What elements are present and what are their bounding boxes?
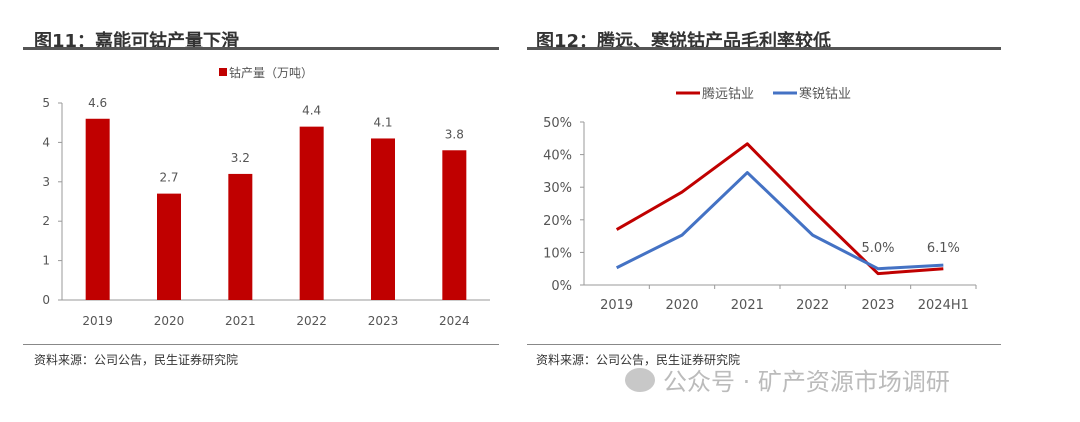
bar bbox=[157, 193, 181, 300]
right-source: 资料来源：公司公告，民生证券研究院 bbox=[536, 353, 741, 367]
series-line-1 bbox=[615, 142, 944, 276]
data-annotation: 5.0% bbox=[861, 241, 894, 256]
x-tick-label: 2019 bbox=[600, 298, 633, 313]
left-chart-title: 图11：嘉能可钴产量下滑 bbox=[34, 31, 240, 52]
legend-label: 腾远钴业 bbox=[702, 86, 754, 102]
x-tick-label: 2020 bbox=[154, 314, 185, 328]
bar bbox=[85, 118, 110, 300]
bar-data-label: 2.7 bbox=[159, 171, 178, 185]
left-source: 资料来源：公司公告，民生证券研究院 bbox=[34, 353, 239, 367]
bar bbox=[228, 173, 253, 300]
y-tick-label: 1 bbox=[42, 254, 50, 268]
right-title-rule bbox=[527, 47, 1001, 50]
x-tick-label: 2024H1 bbox=[918, 298, 969, 313]
x-tick-label: 2023 bbox=[861, 298, 894, 313]
bar bbox=[371, 138, 395, 300]
bar-data-label: 3.8 bbox=[445, 127, 464, 141]
y-tick-label: 2 bbox=[42, 214, 50, 228]
y-tick-label: 3 bbox=[42, 175, 50, 189]
bar bbox=[299, 126, 324, 300]
bar-data-label: 4.4 bbox=[302, 104, 321, 118]
bar-data-label: 4.6 bbox=[88, 96, 107, 110]
y-tick-label: 4 bbox=[42, 135, 50, 149]
y-tick-label: 30% bbox=[543, 181, 572, 196]
x-tick-label: 2024 bbox=[439, 314, 470, 328]
x-tick-label: 2022 bbox=[796, 298, 829, 313]
watermark-text: 公众号 · 矿产资源市场调研 bbox=[663, 368, 950, 396]
x-tick-label: 2022 bbox=[296, 314, 327, 328]
y-tick-label: 5 bbox=[42, 96, 50, 110]
series-line-2 bbox=[615, 171, 944, 271]
x-tick-label: 2020 bbox=[665, 298, 698, 313]
legend-swatch bbox=[219, 68, 227, 76]
bar-data-label: 3.2 bbox=[231, 151, 250, 165]
legend-label: 寒锐钴业 bbox=[799, 86, 851, 102]
legend-label: 钴产量（万吨） bbox=[229, 65, 313, 80]
y-tick-label: 0% bbox=[551, 279, 572, 294]
right-chart-title: 图12：腾远、寒锐钴产品毛利率较低 bbox=[536, 31, 832, 52]
bar bbox=[442, 150, 467, 300]
y-tick-label: 10% bbox=[543, 246, 572, 261]
x-tick-label: 2023 bbox=[368, 314, 399, 328]
x-tick-label: 2021 bbox=[225, 314, 256, 328]
watermark: 公众号 · 矿产资源市场调研 bbox=[625, 362, 950, 397]
x-tick-label: 2019 bbox=[82, 314, 113, 328]
y-tick-label: 40% bbox=[543, 149, 572, 164]
y-tick-label: 20% bbox=[543, 214, 572, 229]
y-tick-label: 50% bbox=[543, 116, 572, 131]
x-tick-label: 2021 bbox=[731, 298, 764, 313]
y-tick-label: 0 bbox=[42, 293, 50, 307]
wechat-icon bbox=[625, 367, 655, 392]
data-annotation: 6.1% bbox=[927, 241, 960, 256]
left-bottom-rule bbox=[23, 344, 499, 345]
left-title-rule bbox=[23, 47, 499, 50]
bar-data-label: 4.1 bbox=[373, 115, 392, 129]
right-bottom-rule bbox=[527, 344, 1001, 345]
